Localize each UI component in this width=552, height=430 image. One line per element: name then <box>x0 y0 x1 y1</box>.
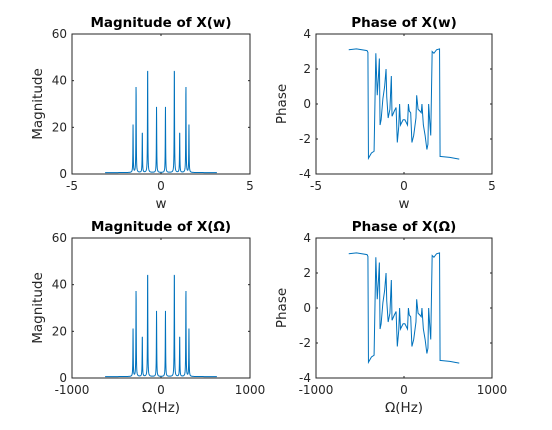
subplot-2: -5 0 5 -4 -2 0 2 4 Phase of X(w) w Phase <box>274 15 496 212</box>
x-tick-label: 1000 <box>235 383 266 397</box>
axes-frame <box>315 237 493 379</box>
y-tick-label: 2 <box>303 62 311 76</box>
y-tick-label: -2 <box>299 132 311 146</box>
y-axis-label: Phase <box>274 84 290 124</box>
y-tick-label: 20 <box>52 324 67 338</box>
x-axis-label: Ω(Hz) <box>142 400 180 416</box>
series-line <box>105 274 217 378</box>
x-axis-label: Ω(Hz) <box>385 400 423 416</box>
x-tick-label: 0 <box>400 179 408 193</box>
chart-title: Magnitude of X(Ω) <box>91 219 231 235</box>
x-tick-label: -5 <box>310 179 322 193</box>
x-tick-label: 5 <box>488 179 496 193</box>
chart-title: Phase of X(w) <box>351 15 457 31</box>
y-tick-label: -4 <box>299 371 311 385</box>
x-axis-label: w <box>155 196 166 212</box>
x-tick-label: 1000 <box>477 383 508 397</box>
axes-frame <box>71 33 251 175</box>
x-tick-label: -1000 <box>299 383 334 397</box>
y-axis-label: Magnitude <box>30 68 46 140</box>
x-tick-label: 0 <box>400 383 408 397</box>
y-tick-label: 4 <box>303 27 311 41</box>
y-tick-label: 0 <box>59 371 67 385</box>
y-tick-label: 4 <box>303 231 311 245</box>
y-axis-label: Phase <box>274 288 290 328</box>
x-tick-label: -5 <box>66 179 78 193</box>
y-tick-label: 2 <box>303 266 311 280</box>
y-tick-label: 60 <box>52 27 67 41</box>
x-tick-label: -1000 <box>55 383 90 397</box>
y-tick-label: 40 <box>52 74 67 88</box>
y-tick-label: 0 <box>303 301 311 315</box>
series-line <box>348 48 460 161</box>
axes-frame <box>315 33 493 175</box>
y-tick-label: 20 <box>52 120 67 134</box>
y-tick-label: -4 <box>299 167 311 181</box>
y-axis-label: Magnitude <box>30 272 46 344</box>
axes-frame <box>71 237 251 379</box>
y-tick-label: 60 <box>52 231 67 245</box>
y-tick-label: 40 <box>52 278 67 292</box>
x-axis-label: w <box>398 196 409 212</box>
x-tick-label: 0 <box>157 179 165 193</box>
series-line <box>348 252 460 365</box>
y-tick-label: 0 <box>303 97 311 111</box>
x-tick-label: 0 <box>157 383 165 397</box>
series-line <box>105 70 217 174</box>
chart-title: Phase of X(Ω) <box>352 219 457 235</box>
x-tick-label: 5 <box>246 179 254 193</box>
y-tick-label: -2 <box>299 336 311 350</box>
y-tick-label: 0 <box>59 167 67 181</box>
subplot-4: -1000 0 1000 -4 -2 0 2 4 Phase of X(Ω) Ω(Hz) Phase <box>274 219 507 416</box>
chart-title: Magnitude of X(w) <box>90 15 231 31</box>
